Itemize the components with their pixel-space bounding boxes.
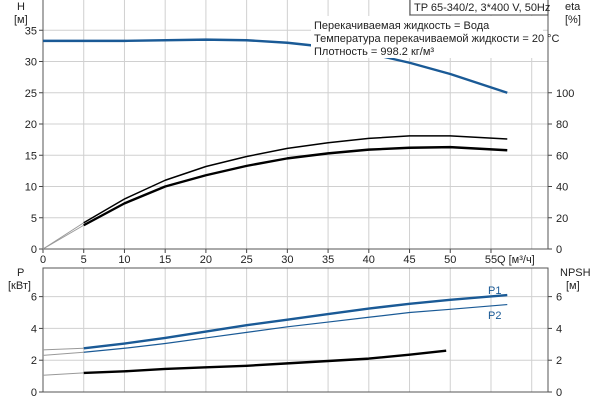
y2-tick-label: 4 (556, 323, 562, 335)
x-tick-label: 35 (322, 254, 334, 266)
x-tick-label: 5 (81, 254, 87, 266)
h-axis-unit: [м] (14, 14, 28, 26)
x-tick-label: 20 (200, 254, 212, 266)
curve-lead-segment (42, 224, 84, 250)
y-tick-label: 15 (25, 150, 37, 162)
npsh-axis-title: NPSH (560, 267, 591, 279)
y-tick-label: 2 (31, 355, 37, 367)
p1-label: P1 (488, 285, 501, 297)
q-axis-title: Q [м³/ч] (497, 254, 535, 266)
y2-tick-label: 6 (556, 292, 562, 304)
p1-curve (83, 293, 508, 350)
series-0-1-curve (83, 135, 508, 224)
plot-frame (42, 267, 549, 393)
eta-axis-unit: [%] (565, 14, 581, 26)
y2-tick-label: 0 (556, 244, 562, 256)
x-tick-label: 10 (118, 254, 130, 266)
y-tick-label: 0 (31, 244, 37, 256)
y2-tick-label: 0 (556, 387, 562, 399)
y-tick-label: 10 (25, 182, 37, 194)
y-tick-label: 30 (25, 57, 37, 69)
y2-tick-label: 80 (556, 119, 568, 131)
annotation-temperature: Температура перекачиваемой жидкости = 20… (314, 33, 560, 45)
curve-lead-segment (42, 351, 84, 356)
y-tick-label: 5 (31, 213, 37, 225)
y2-tick-label: 20 (556, 213, 568, 225)
curve-lead-segment (42, 372, 84, 376)
y-tick-label: 20 (25, 119, 37, 131)
y-tick-label: 6 (31, 292, 37, 304)
model-label-box (409, 0, 549, 16)
annotation-density: Плотность = 998.2 кг/м³ (314, 46, 434, 58)
series-1-2-curve (83, 349, 447, 375)
series-0-0-curve (43, 38, 508, 94)
plot-frame (42, 0, 549, 250)
series-0-2-curve (83, 145, 508, 227)
x-tick-label: 55 (485, 254, 497, 266)
x-tick-label: 50 (444, 254, 456, 266)
y-tick-label: 25 (25, 88, 37, 100)
x-tick-label: 45 (403, 254, 415, 266)
annotation-fluid: Перекачиваемая жидкость = Вода (314, 20, 490, 32)
p2-label: P2 (488, 310, 501, 322)
x-tick-label: 40 (363, 254, 375, 266)
y2-tick-label: 2 (556, 355, 562, 367)
npsh-axis-unit: [м] (566, 280, 580, 292)
y2-tick-label: 100 (556, 88, 574, 100)
y-tick-label: 4 (31, 323, 37, 335)
y-tick-label: 0 (31, 387, 37, 399)
x-tick-label: 15 (159, 254, 171, 266)
p-axis-unit: [кВт] (8, 280, 31, 292)
x-tick-label: 30 (281, 254, 293, 266)
h-axis-title: H (17, 1, 25, 13)
p2-curve (83, 303, 508, 353)
p-axis-title: P (17, 267, 24, 279)
x-tick-label: 25 (241, 254, 253, 266)
y2-tick-label: 40 (556, 182, 568, 194)
y-tick-label: 35 (25, 25, 37, 37)
eta-axis-title: eta (565, 1, 581, 13)
y2-tick-label: 60 (556, 150, 568, 162)
curve-lead-segment (42, 347, 84, 351)
x-tick-label: 0 (40, 254, 46, 266)
model-label: TP 65-340/2, 3*400 V, 50Hz (414, 2, 550, 14)
